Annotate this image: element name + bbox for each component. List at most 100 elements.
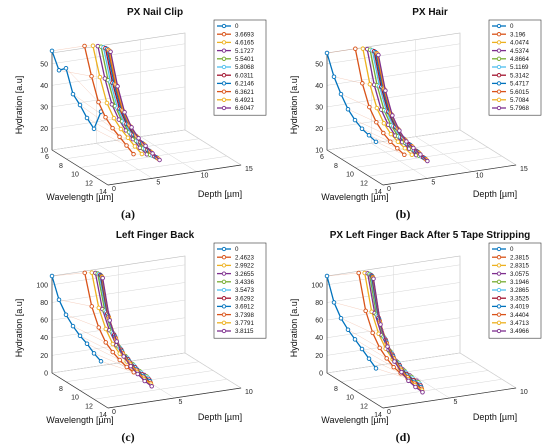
depth-tick-label: 0 — [387, 186, 391, 193]
series-point — [129, 125, 134, 130]
depth-axis — [382, 164, 517, 186]
series-point — [49, 48, 55, 54]
series-point — [411, 145, 416, 151]
chart-panel-c: 0 20 40 60 80 100 0 5 10 8 10 12 14 Left Finger Back H… — [0, 223, 275, 446]
legend-marker — [496, 23, 502, 29]
grid-line — [326, 65, 461, 86]
series-point — [77, 102, 83, 108]
axes-1: 10 20 30 40 50 0 5 10 15 6 8 10 12 14 — [315, 32, 528, 196]
depth-tick-label: 5 — [156, 179, 160, 186]
series-point — [110, 341, 116, 347]
series-point — [132, 144, 138, 149]
series-connector — [354, 339, 387, 359]
series-point — [103, 340, 108, 345]
wavelength-axis — [51, 372, 109, 409]
grid-line — [51, 65, 186, 86]
wavelength-tick-label: 8 — [59, 163, 63, 170]
series-point — [49, 273, 55, 279]
series-point — [149, 384, 154, 389]
panel-caption-b: (b) — [395, 207, 411, 221]
series-point — [89, 270, 95, 275]
panel-caption-c: (c) — [121, 430, 135, 444]
series-point — [118, 126, 124, 132]
series-point — [128, 363, 133, 369]
depth-tick-label: 10 — [476, 173, 484, 180]
x-axis-label: Wavelength [µm] — [46, 415, 113, 425]
series-point — [425, 158, 430, 164]
axes-0: 10 20 30 40 50 0 5 10 15 6 8 10 12 14 — [40, 32, 253, 196]
series-point — [114, 339, 119, 344]
series-point — [136, 135, 141, 141]
legend-marker — [496, 32, 502, 37]
depth-tick-label: 5 — [431, 179, 435, 186]
legend-label: 5.1727 — [235, 48, 254, 55]
series-connector — [368, 135, 398, 149]
series-point — [384, 356, 389, 361]
wavelength-tick-label: 14 — [374, 412, 382, 419]
legend-marker — [221, 271, 227, 276]
grid-line — [93, 379, 228, 400]
chart-title: PX Nail Clip — [127, 7, 183, 18]
legend-label: 5.6015 — [510, 89, 529, 96]
wavelength-tick-label: 14 — [99, 412, 107, 419]
series-point — [338, 91, 344, 97]
grid-line — [368, 379, 503, 400]
series-point — [383, 88, 388, 93]
hydration-tick-label: 60 — [315, 318, 323, 325]
wavelength-tick-label: 10 — [71, 172, 79, 179]
legend-label: 3.3525 — [510, 295, 529, 302]
series-point — [367, 104, 372, 110]
wavelength-tick-label: 12 — [85, 180, 93, 187]
series-connector — [79, 335, 113, 353]
series-point — [331, 300, 337, 305]
hydration-tick-label: 20 — [315, 353, 323, 360]
series-connector — [375, 141, 405, 155]
legend-label: 5.3142 — [510, 72, 529, 79]
series-point — [331, 74, 337, 80]
depth-axis — [382, 387, 517, 409]
series-point — [402, 152, 407, 158]
x-axis-label: Wavelength [µm] — [46, 192, 113, 202]
series-point — [110, 125, 115, 131]
depth-tick-label: 0 — [387, 409, 391, 416]
series-point — [406, 378, 411, 384]
axes-2: 0 20 40 60 80 100 0 5 10 8 10 12 14 — [36, 255, 253, 419]
series-connector — [51, 45, 85, 52]
hydration-tick-label: 80 — [315, 300, 323, 307]
legend-marker — [496, 312, 502, 317]
series-point — [370, 330, 375, 336]
series-point — [121, 354, 126, 359]
series-point — [56, 68, 62, 73]
hydration-tick-label: 10 — [40, 148, 48, 155]
series-point — [82, 270, 87, 276]
grid-line — [79, 147, 214, 168]
series-connector — [79, 104, 113, 129]
series-point — [353, 46, 358, 51]
series-connector — [86, 343, 120, 361]
series-point — [70, 323, 76, 329]
legend-label: 0 — [510, 23, 514, 30]
wavelength-axis — [326, 372, 384, 409]
chart-a-svg: 10 20 30 40 50 0 5 10 15 6 8 10 12 14 PX Nail Clip Hydr… — [14, 7, 267, 202]
legend-marker — [496, 263, 502, 268]
series-point — [103, 115, 108, 120]
wavelength-tick-label: 10 — [346, 395, 354, 402]
series-point — [352, 337, 358, 342]
wavelength-axis — [326, 149, 384, 186]
legend-marker — [496, 320, 502, 325]
series-point — [77, 333, 83, 339]
series-connector — [340, 93, 370, 108]
legend-marker — [496, 97, 502, 102]
series-point — [345, 106, 351, 112]
series-point — [363, 308, 368, 314]
grid-line — [51, 129, 186, 151]
legend-label: 6.3621 — [235, 89, 254, 96]
series-point — [96, 325, 101, 330]
chart-panel-d: 0 20 40 60 80 100 0 5 10 8 10 12 14 PX Left Finger Ba… — [275, 223, 550, 446]
hydration-tick-label: 20 — [40, 126, 48, 133]
legend-label: 3.4713 — [510, 320, 529, 327]
depth-tick-label: 10 — [245, 389, 253, 396]
series-point — [413, 384, 418, 390]
